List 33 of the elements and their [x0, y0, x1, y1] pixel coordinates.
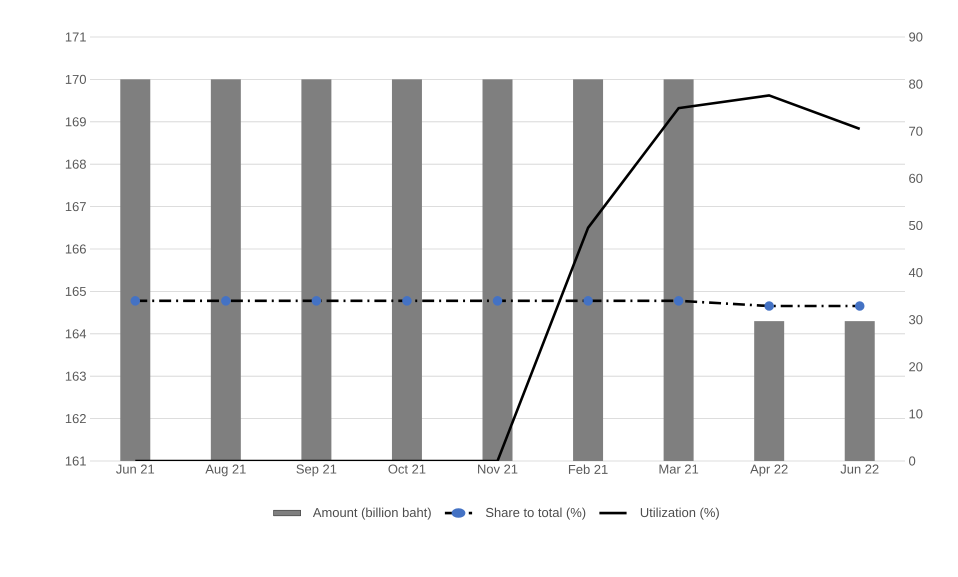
- y-tick-label: 168: [66, 160, 86, 169]
- y2-tick-label: 20: [909, 362, 922, 372]
- legend-label: Amount (billion baht): [312, 508, 431, 520]
- y-tick-label: 167: [66, 202, 86, 212]
- y-tick-label: 171: [66, 32, 86, 42]
- y2-tick-label: 70: [909, 126, 922, 136]
- y-tick-label: 162: [66, 414, 86, 424]
- y-tick-label: 170: [66, 74, 86, 84]
- x-tick-label: Nov 21: [478, 464, 518, 474]
- y2-tick-label: 10: [910, 409, 922, 418]
- y2-tick-label: 40: [908, 268, 922, 278]
- x-tick-label: Sep 21: [296, 464, 336, 476]
- y2-tick-label: 80: [909, 80, 922, 89]
- y-tick-label: 163: [66, 372, 86, 381]
- y2-tick-label: 60: [909, 174, 922, 183]
- y2-tick-label: 30: [909, 315, 922, 324]
- y-tick-label: 166: [66, 244, 86, 254]
- legend-label: Utilization (%): [640, 508, 719, 520]
- y-tick-label: 169: [66, 117, 86, 126]
- x-tick-label: Jun 21: [116, 464, 154, 474]
- x-tick-label: Jun 22: [840, 464, 878, 474]
- x-tick-label: Oct 21: [388, 464, 426, 474]
- y2-tick-label: 0: [909, 456, 916, 466]
- legend-label: Share to total (%): [486, 508, 586, 520]
- y-tick-label: 164: [66, 329, 86, 338]
- x-tick-label: Apr 22: [750, 464, 788, 476]
- y2-tick-label: 50: [909, 220, 922, 230]
- x-tick-label: Mar 21: [660, 464, 698, 474]
- x-tick-label: Feb 21: [568, 464, 608, 474]
- y-tick-label: 165: [66, 286, 86, 296]
- y-tick-label: 161: [66, 456, 86, 466]
- x-tick-label: Aug 21: [205, 464, 246, 476]
- y2-tick-label: 90: [909, 32, 922, 42]
